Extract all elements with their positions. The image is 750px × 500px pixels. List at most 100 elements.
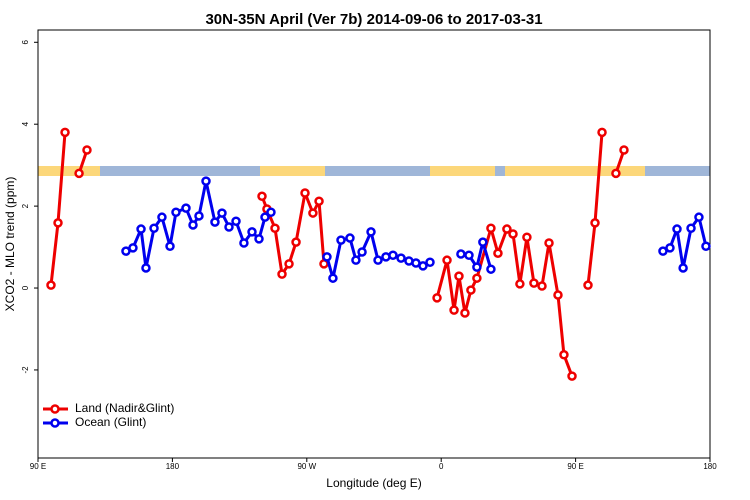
y-axis-label: XCO2 - MLO trend (ppm) (3, 177, 17, 312)
point (270, 223, 280, 233)
x-tick-label: 180 (703, 462, 717, 471)
land-mask-strip (38, 166, 710, 176)
point (686, 223, 696, 233)
legend-marker (50, 404, 60, 414)
point (284, 259, 294, 269)
point (522, 232, 532, 242)
point (508, 229, 518, 239)
point (537, 281, 547, 291)
point (82, 145, 92, 155)
point (425, 257, 435, 267)
point (328, 273, 338, 283)
point (678, 263, 688, 273)
legend-marker (50, 418, 60, 428)
point (336, 235, 346, 245)
x-tick-label: 90 E (567, 462, 583, 471)
point (53, 218, 63, 228)
point (351, 255, 361, 265)
land-strip (38, 166, 100, 176)
point (357, 247, 367, 257)
point (619, 145, 629, 155)
point (345, 233, 355, 243)
point (308, 208, 318, 218)
point (121, 246, 131, 256)
point (701, 241, 711, 252)
point (432, 293, 442, 303)
point (672, 224, 682, 234)
point (611, 168, 621, 179)
point (493, 248, 503, 258)
point (277, 269, 287, 279)
point (210, 217, 220, 227)
land-strip (430, 166, 495, 176)
y-tick-label: 2 (21, 203, 30, 208)
point (74, 168, 84, 179)
point (157, 212, 167, 222)
point (583, 280, 593, 290)
point (266, 207, 276, 218)
point (553, 290, 563, 300)
point (181, 203, 191, 213)
land-strip (505, 166, 645, 176)
point (60, 127, 70, 138)
point (502, 224, 512, 234)
point (466, 285, 476, 295)
land-strip (260, 166, 325, 176)
point (128, 243, 138, 253)
point (201, 176, 211, 186)
point (396, 253, 406, 263)
point (658, 246, 668, 256)
point (217, 208, 227, 218)
point (165, 241, 175, 252)
y-tick-label: -2 (21, 366, 30, 374)
point (665, 243, 675, 253)
point (472, 273, 482, 283)
legend-label: Land (Nadir&Glint) (75, 401, 174, 415)
point (597, 127, 607, 138)
y-tick-label: 6 (21, 40, 30, 45)
point (486, 264, 496, 274)
point (247, 227, 257, 237)
point (239, 238, 249, 248)
point (257, 191, 267, 202)
point (136, 224, 146, 234)
point (442, 255, 452, 265)
y-tick-label: 0 (21, 285, 30, 290)
ocean-strip (38, 166, 710, 176)
point (544, 238, 554, 248)
point (456, 249, 466, 259)
point (314, 196, 324, 206)
point (418, 261, 428, 271)
point (486, 223, 496, 233)
point (373, 255, 383, 265)
chart-title: 30N-35N April (Ver 7b) 2014-09-06 to 201… (205, 11, 542, 28)
point (141, 263, 151, 273)
point (366, 227, 376, 237)
point (46, 280, 56, 290)
point (472, 262, 482, 272)
point (388, 250, 398, 261)
x-tick-label: 180 (166, 462, 180, 471)
point (529, 278, 539, 288)
legend-label: Ocean (Glint) (75, 415, 146, 429)
x-axis-label: Longitude (deg E) (326, 476, 421, 490)
point (260, 212, 270, 222)
point (291, 237, 301, 247)
point (254, 234, 264, 244)
x-tick-label: 90 W (297, 462, 316, 471)
point (559, 350, 569, 360)
point (231, 216, 241, 227)
point (478, 237, 488, 247)
point (460, 308, 470, 318)
point (694, 212, 704, 222)
point (194, 211, 204, 221)
point (224, 222, 234, 232)
point (590, 218, 600, 228)
point (322, 252, 332, 262)
point (454, 271, 464, 281)
point (567, 371, 577, 381)
point (300, 188, 310, 198)
x-tick-label: 90 E (30, 462, 46, 471)
point (449, 305, 459, 315)
